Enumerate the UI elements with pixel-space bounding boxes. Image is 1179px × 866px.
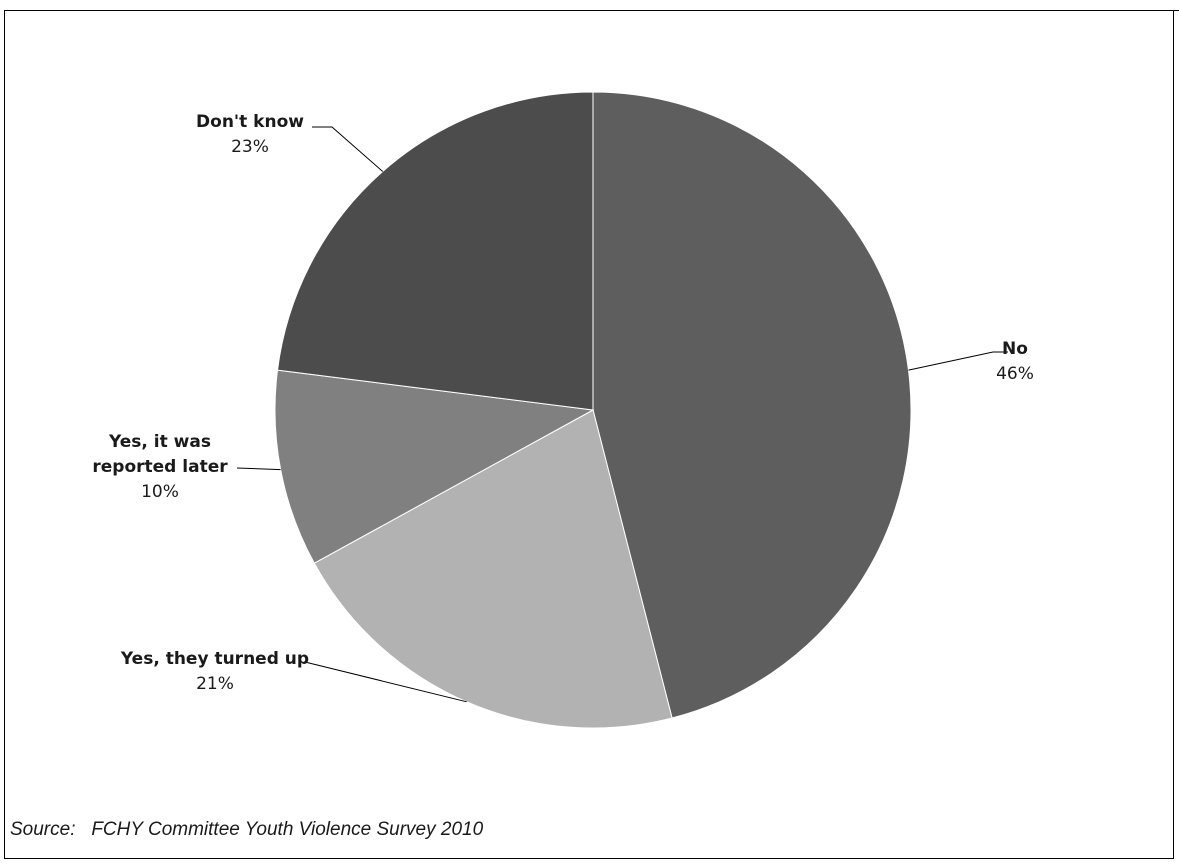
slice-yes-turned-up [313,409,673,729]
leader-yes-reported-later [236,467,281,471]
label-no: No 46% [970,337,1060,387]
leader-no [908,351,1008,371]
label-no-name: No [1002,339,1028,359]
source-text: FCHY Committee Youth Violence Survey 201… [91,819,484,840]
leader-dont-know [312,126,384,172]
source-prefix: Source: [10,819,76,840]
source-note: Source: FCHY Committee Youth Violence Su… [10,819,483,841]
slice-dont-know [276,91,594,411]
label-dont-know: Don't know 23% [150,110,350,160]
slice-no [592,91,912,719]
label-yes-turned-up-percent: 21% [196,674,234,694]
label-dont-know-percent: 23% [231,137,269,157]
label-yes-turned-up-name: Yes, they turned up [120,649,310,669]
frame-corner-line [1155,10,1179,11]
leader-yes-turned-up [304,661,467,703]
label-yes-reported-later-percent: 10% [141,482,179,502]
label-no-percent: 46% [996,364,1034,384]
label-yes-turned-up: Yes, they turned up 21% [100,647,330,697]
slice-yes-reported-later [274,369,595,564]
label-dont-know-name: Don't know [196,112,304,132]
label-yes-reported-later-name: Yes, it was reported later [92,432,228,477]
label-yes-reported-later: Yes, it was reported later 10% [60,430,260,505]
chart-frame [4,10,1174,859]
